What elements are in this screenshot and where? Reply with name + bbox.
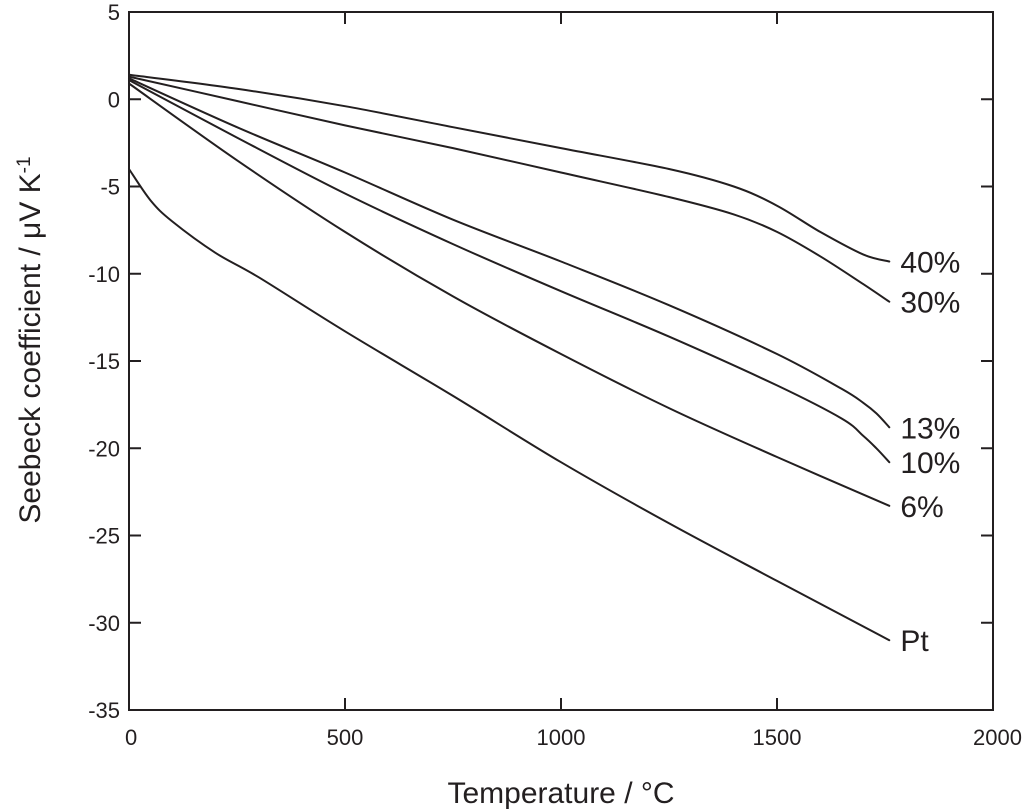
series-label: 13% xyxy=(900,412,960,445)
x-tick-label: 2000 xyxy=(973,725,1022,750)
series-line xyxy=(128,79,891,464)
series-label: 30% xyxy=(900,287,960,320)
series-line xyxy=(128,168,891,642)
series-line xyxy=(128,73,891,263)
y-tick-label: 5 xyxy=(108,0,120,25)
series-lines xyxy=(128,73,891,642)
x-axis-label: Temperature / °C xyxy=(447,777,674,810)
series-label: 10% xyxy=(900,447,960,480)
x-tick-label: 1000 xyxy=(537,725,586,750)
y-tick-label: -35 xyxy=(88,698,120,723)
y-axis-label-main: Seebeck coefficient / μV K xyxy=(14,173,47,523)
y-tick-label: -25 xyxy=(88,524,120,549)
series-line xyxy=(128,75,891,303)
y-tick-label: -20 xyxy=(88,436,120,461)
series-label: 40% xyxy=(900,247,960,280)
y-axis-label-exponent: -1 xyxy=(14,156,35,173)
y-tick-label: -5 xyxy=(100,175,120,200)
series-line xyxy=(128,82,891,507)
series-label: 6% xyxy=(900,491,943,524)
y-tick-label: 0 xyxy=(108,87,120,112)
series-label: Pt xyxy=(900,625,929,658)
plot-frame xyxy=(128,11,994,711)
series-labels: 40% 30% 13%10% 6% Pt xyxy=(900,247,960,659)
y-tick-label: -30 xyxy=(88,611,120,636)
x-tick-label: 0 xyxy=(125,725,137,750)
y-tick-label: -10 xyxy=(88,262,120,287)
y-axis-ticks: 5 0 -5 -10 -15 -20 -25 -30 -35 xyxy=(88,0,993,723)
y-axis-label: Seebeck coefficient / μV K-1 xyxy=(14,156,48,523)
x-tick-label: 1500 xyxy=(753,725,802,750)
x-axis-ticks: 0 500 1000 1500 2000 xyxy=(125,12,1022,750)
y-tick-label: -15 xyxy=(88,349,120,374)
series-line xyxy=(128,77,891,429)
x-tick-label: 500 xyxy=(327,725,364,750)
